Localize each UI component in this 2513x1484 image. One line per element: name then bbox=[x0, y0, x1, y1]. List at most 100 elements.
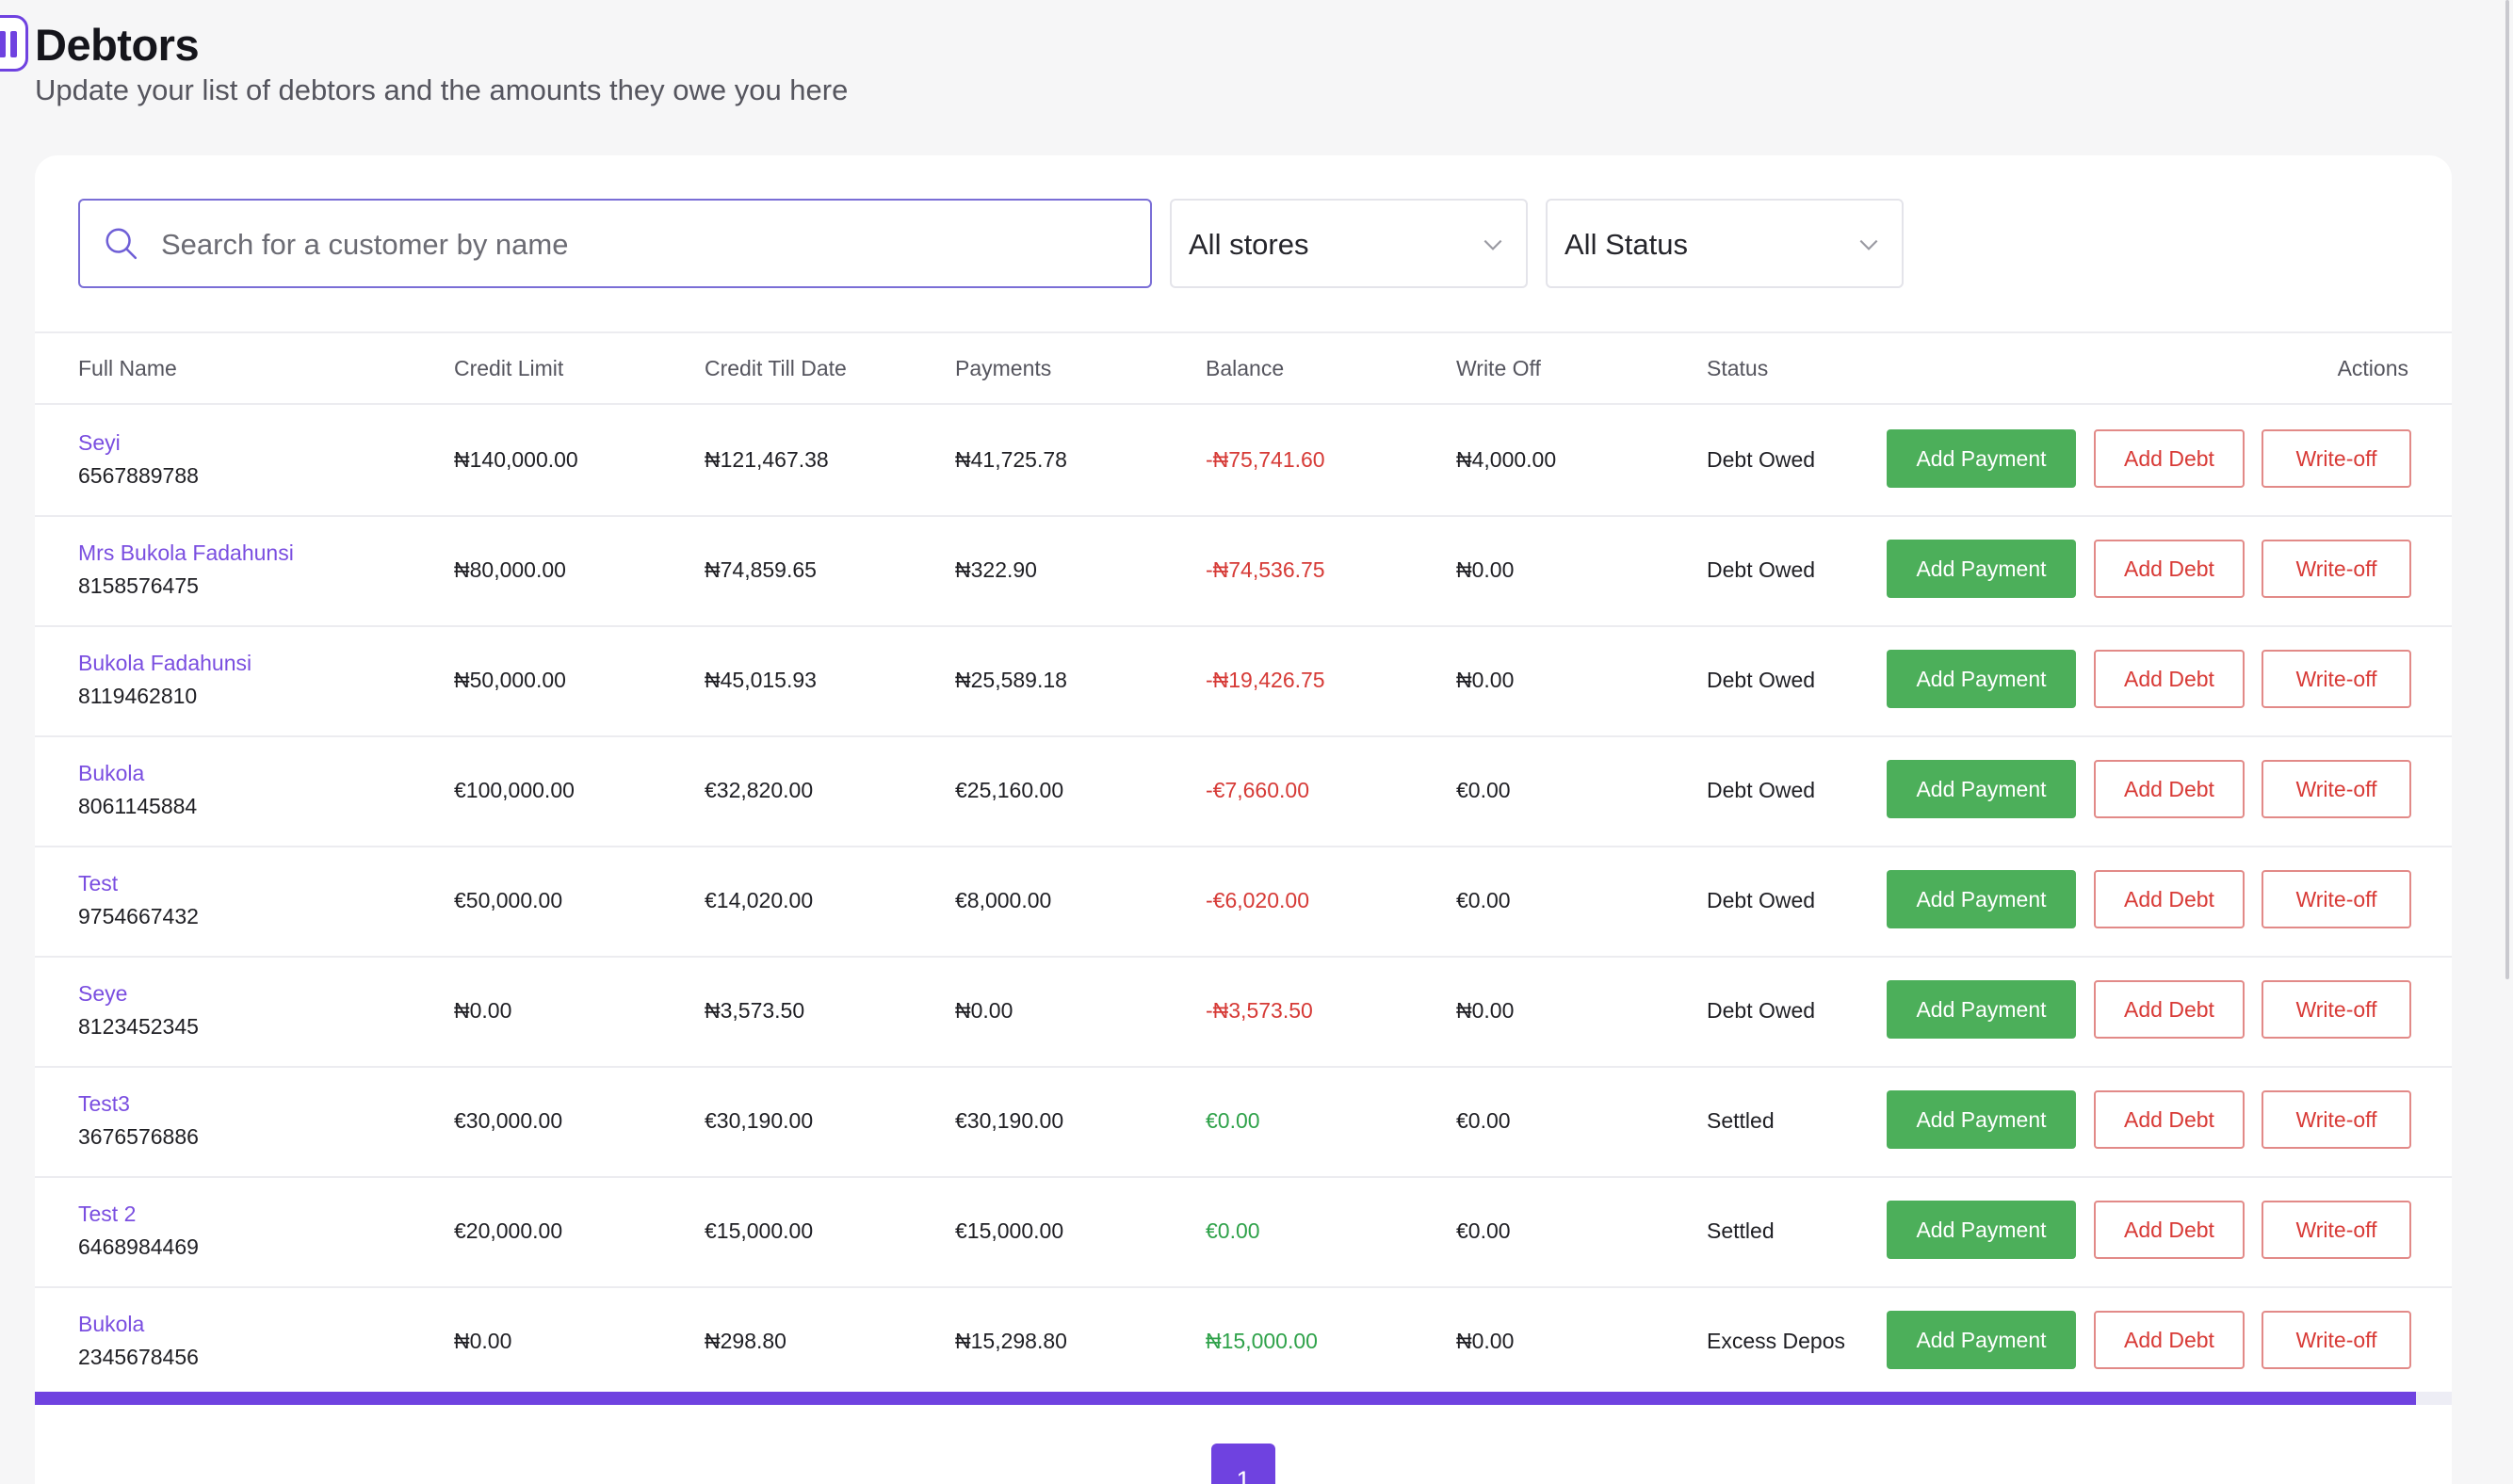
column-header-balance: Balance bbox=[1206, 356, 1285, 380]
payments-cell: €8,000.00 bbox=[955, 888, 1052, 912]
debtor-phone: 3676576886 bbox=[78, 1124, 199, 1149]
sidebar-toggle-icon bbox=[0, 31, 6, 57]
status-cell: Debt Owed bbox=[1707, 557, 1816, 582]
page-title: Debtors bbox=[35, 20, 200, 70]
write-off-button[interactable]: Write-off bbox=[2262, 760, 2411, 818]
credit-till-date-cell: ₦3,573.50 bbox=[705, 998, 805, 1023]
credit-limit-cell: €50,000.00 bbox=[454, 888, 563, 912]
status-select-value: All Status bbox=[1565, 228, 1688, 261]
status-cell: Excess Depos bbox=[1707, 1329, 1846, 1353]
write-off-button[interactable]: Write-off bbox=[2262, 1201, 2411, 1259]
write-off-button[interactable]: Write-off bbox=[2262, 980, 2411, 1039]
debtor-name-link[interactable]: Bukola bbox=[78, 761, 145, 785]
write-off-cell: €0.00 bbox=[1456, 1108, 1511, 1133]
payments-cell: ₦25,589.18 bbox=[955, 668, 1067, 692]
write-off-button[interactable]: Write-off bbox=[2262, 650, 2411, 708]
add-payment-button[interactable]: Add Payment bbox=[1887, 540, 2076, 598]
horizontal-scrollbar-thumb[interactable] bbox=[35, 1392, 2416, 1405]
column-header-payments: Payments bbox=[955, 356, 1052, 380]
credit-limit-cell: €30,000.00 bbox=[454, 1108, 563, 1133]
debtor-name-link[interactable]: Bukola bbox=[78, 1312, 145, 1336]
balance-cell: -₦3,573.50 bbox=[1206, 998, 1313, 1023]
column-header-credit-limit: Credit Limit bbox=[454, 356, 564, 380]
add-debt-button[interactable]: Add Debt bbox=[2094, 1201, 2245, 1259]
add-debt-button[interactable]: Add Debt bbox=[2094, 540, 2245, 598]
add-debt-button[interactable]: Add Debt bbox=[2094, 650, 2245, 708]
write-off-button[interactable]: Write-off bbox=[2262, 1311, 2411, 1369]
pagination-page-button[interactable]: 1 bbox=[1211, 1444, 1275, 1484]
credit-limit-cell: €100,000.00 bbox=[454, 778, 575, 802]
debtor-phone: 9754667432 bbox=[78, 904, 199, 928]
store-select-value: All stores bbox=[1189, 228, 1309, 261]
chevron-down-icon bbox=[1483, 239, 1502, 250]
write-off-cell: ₦0.00 bbox=[1456, 1329, 1515, 1353]
table-row: Bukola 2345678456 ₦0.00 ₦298.80 ₦15,298.80 ₦1… bbox=[35, 1286, 2452, 1398]
add-debt-button[interactable]: Add Debt bbox=[2094, 1311, 2245, 1369]
table-row: Bukola 8061145884 €100,000.00 €32,820.00 €25… bbox=[35, 735, 2452, 847]
status-cell: Debt Owed bbox=[1707, 778, 1816, 802]
add-payment-button[interactable]: Add Payment bbox=[1887, 760, 2076, 818]
chevron-down-icon bbox=[1859, 239, 1878, 250]
balance-cell: ₦15,000.00 bbox=[1206, 1329, 1318, 1353]
add-debt-button[interactable]: Add Debt bbox=[2094, 870, 2245, 928]
add-payment-button[interactable]: Add Payment bbox=[1887, 1311, 2076, 1369]
balance-cell: -₦75,741.60 bbox=[1206, 447, 1325, 472]
search-icon bbox=[105, 228, 138, 260]
debtor-name-link[interactable]: Test3 bbox=[78, 1091, 130, 1116]
debtor-name-link[interactable]: Mrs Bukola Fadahunsi bbox=[78, 540, 294, 565]
status-select[interactable]: All Status bbox=[1546, 199, 1904, 288]
debtor-phone: 2345678456 bbox=[78, 1345, 199, 1369]
debtor-name-link[interactable]: Bukola Fadahunsi bbox=[78, 651, 252, 675]
page-scrollbar[interactable] bbox=[2505, 0, 2509, 979]
debtor-phone: 6468984469 bbox=[78, 1234, 199, 1259]
add-payment-button[interactable]: Add Payment bbox=[1887, 429, 2076, 488]
search-input[interactable] bbox=[159, 201, 1124, 288]
write-off-button[interactable]: Write-off bbox=[2262, 870, 2411, 928]
debtor-phone: 6567889788 bbox=[78, 463, 199, 488]
write-off-cell: €0.00 bbox=[1456, 888, 1511, 912]
credit-till-date-cell: ₦121,467.38 bbox=[705, 447, 829, 472]
status-cell: Debt Owed bbox=[1707, 888, 1816, 912]
write-off-button[interactable]: Write-off bbox=[2262, 540, 2411, 598]
add-payment-button[interactable]: Add Payment bbox=[1887, 650, 2076, 708]
add-debt-button[interactable]: Add Debt bbox=[2094, 1090, 2245, 1149]
write-off-cell: €0.00 bbox=[1456, 778, 1511, 802]
store-select[interactable]: All stores bbox=[1170, 199, 1528, 288]
add-debt-button[interactable]: Add Debt bbox=[2094, 429, 2245, 488]
debtor-name-link[interactable]: Test 2 bbox=[78, 1202, 137, 1226]
debtor-name-link[interactable]: Seyi bbox=[78, 430, 121, 455]
balance-cell: €0.00 bbox=[1206, 1108, 1260, 1133]
search-box[interactable] bbox=[78, 199, 1152, 288]
debtor-name-link[interactable]: Test bbox=[78, 871, 119, 895]
write-off-cell: ₦0.00 bbox=[1456, 557, 1515, 582]
add-payment-button[interactable]: Add Payment bbox=[1887, 870, 2076, 928]
write-off-cell: ₦4,000.00 bbox=[1456, 447, 1557, 472]
debtor-phone: 8061145884 bbox=[78, 794, 198, 818]
horizontal-scrollbar[interactable] bbox=[35, 1392, 2452, 1405]
debtor-phone: 8119462810 bbox=[78, 684, 198, 708]
credit-till-date-cell: ₦298.80 bbox=[705, 1329, 786, 1353]
payments-cell: ₦15,298.80 bbox=[955, 1329, 1067, 1353]
payments-cell: €15,000.00 bbox=[955, 1218, 1064, 1243]
balance-cell: -€6,020.00 bbox=[1206, 888, 1309, 912]
add-payment-button[interactable]: Add Payment bbox=[1887, 980, 2076, 1039]
status-cell: Debt Owed bbox=[1707, 998, 1816, 1023]
write-off-button[interactable]: Write-off bbox=[2262, 429, 2411, 488]
sidebar-toggle-button[interactable] bbox=[0, 15, 28, 72]
add-payment-button[interactable]: Add Payment bbox=[1887, 1090, 2076, 1149]
credit-till-date-cell: €32,820.00 bbox=[705, 778, 814, 802]
payments-cell: €30,190.00 bbox=[955, 1108, 1064, 1133]
add-payment-button[interactable]: Add Payment bbox=[1887, 1201, 2076, 1259]
credit-limit-cell: ₦140,000.00 bbox=[454, 447, 578, 472]
table-row: Test3 3676576886 €30,000.00 €30,190.00 €30,1… bbox=[35, 1066, 2452, 1178]
credit-limit-cell: ₦0.00 bbox=[454, 998, 512, 1023]
column-header-write-off: Write Off bbox=[1456, 356, 1541, 380]
write-off-button[interactable]: Write-off bbox=[2262, 1090, 2411, 1149]
add-debt-button[interactable]: Add Debt bbox=[2094, 980, 2245, 1039]
payments-cell: ₦0.00 bbox=[955, 998, 1013, 1023]
payments-cell: ₦41,725.78 bbox=[955, 447, 1067, 472]
column-header-status: Status bbox=[1707, 356, 1769, 380]
debtor-name-link[interactable]: Seye bbox=[78, 981, 128, 1006]
status-cell: Settled bbox=[1707, 1218, 1775, 1243]
add-debt-button[interactable]: Add Debt bbox=[2094, 760, 2245, 818]
